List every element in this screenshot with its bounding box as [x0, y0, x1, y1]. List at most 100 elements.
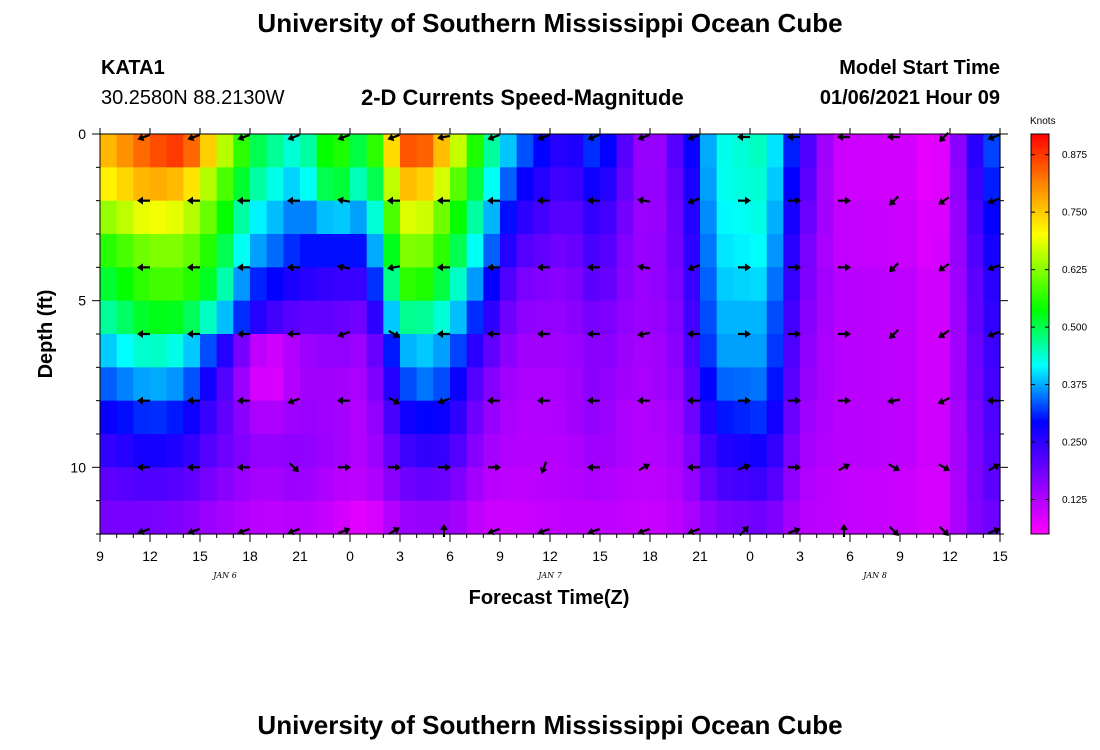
colorbar-tick-label: 0.250	[1062, 438, 1087, 449]
heatmap-cell	[400, 234, 418, 268]
current-vector-arrow	[437, 133, 451, 142]
current-vector-arrow	[838, 396, 851, 405]
heatmap-cell	[716, 500, 734, 535]
heatmap-cell	[150, 167, 168, 202]
heatmap-cell	[683, 134, 701, 168]
arrow-head	[687, 396, 693, 405]
arrow-head	[287, 133, 295, 142]
heatmap-cell	[933, 234, 951, 268]
heatmap-cell	[666, 267, 684, 302]
current-vector-arrow	[637, 330, 651, 339]
heatmap-cell	[600, 200, 618, 235]
heatmap-cell	[433, 434, 451, 468]
arrow-head	[938, 197, 946, 205]
heatmap-cell	[416, 267, 434, 302]
heatmap-cell	[550, 300, 568, 335]
arrow-head	[437, 397, 445, 405]
heatmap-cell	[483, 367, 501, 402]
heatmap-cell	[283, 334, 301, 368]
heatmap-cell	[816, 334, 834, 368]
arrow-head	[337, 330, 345, 339]
heatmap-cell	[650, 267, 668, 302]
heatmap-cell	[500, 234, 518, 268]
heatmap-cell	[300, 300, 318, 335]
arrow-head	[345, 463, 351, 472]
current-vector-arrow	[587, 463, 600, 472]
arrow-head	[392, 331, 401, 338]
heatmap-cell	[533, 167, 551, 202]
heatmap-cell	[316, 434, 334, 468]
heatmap-cell	[866, 434, 884, 468]
heatmap-cell	[266, 134, 284, 168]
current-vector-arrow	[937, 397, 950, 405]
heatmap-cell	[266, 367, 284, 402]
heatmap-cell	[300, 267, 318, 302]
heatmap-cell	[316, 134, 334, 168]
current-vector-arrow	[137, 527, 151, 536]
heatmap-cell	[900, 267, 918, 302]
heatmap-cell	[750, 467, 768, 502]
heatmap-cell	[100, 434, 118, 468]
heatmap-cell	[616, 134, 634, 168]
current-vector-arrow	[287, 196, 300, 205]
heatmap-cell	[466, 500, 484, 535]
heatmap-cell	[300, 234, 318, 268]
heatmap-cell	[500, 500, 518, 535]
heatmap-cell	[550, 434, 568, 468]
heatmap-cell	[250, 434, 268, 468]
heatmap-cell	[700, 434, 718, 468]
arrow-head	[845, 196, 851, 205]
heatmap-cell	[316, 467, 334, 502]
heatmap-cell	[700, 334, 718, 368]
current-vector-arrow	[237, 196, 250, 205]
heatmap-cell	[950, 267, 968, 302]
heatmap-cell	[866, 200, 884, 235]
heatmap-cell	[533, 200, 551, 235]
heatmap-cell	[800, 234, 818, 268]
arrow-head	[437, 196, 443, 205]
heatmap-cell	[700, 267, 718, 302]
heatmap-cell	[216, 500, 234, 535]
heatmap-cell	[833, 234, 851, 268]
heatmap-cell	[133, 300, 151, 335]
current-vector-arrow	[887, 133, 900, 141]
heatmap-cell	[700, 300, 718, 335]
heatmap-cell	[166, 134, 184, 168]
heatmap-cell	[550, 200, 568, 235]
arrow-head	[587, 396, 593, 405]
current-vector-arrow	[237, 133, 251, 142]
heatmap-cell	[883, 167, 901, 202]
heatmap-cell	[600, 434, 618, 468]
heatmap-cell	[633, 267, 651, 302]
heatmap-cell	[783, 467, 801, 502]
current-vector-arrow	[738, 263, 751, 272]
heatmap-cell	[183, 234, 201, 268]
current-vector-arrow	[287, 330, 300, 338]
heatmap-cell	[500, 367, 518, 402]
arrow-head	[687, 263, 695, 272]
heatmap-cell	[716, 367, 734, 402]
heatmap-cell	[433, 400, 451, 435]
heatmap-cell	[500, 134, 518, 168]
heatmap-cell	[316, 167, 334, 202]
x-tick-label: 15	[992, 548, 1008, 564]
heatmap-cell	[700, 367, 718, 402]
heatmap-cell	[183, 467, 201, 502]
heatmap-cell	[150, 400, 168, 435]
heatmap-cell	[616, 467, 634, 502]
heatmap-cell	[866, 267, 884, 302]
heatmap-cell	[616, 400, 634, 435]
arrow-head	[287, 527, 295, 536]
heatmap-cell	[666, 300, 684, 335]
current-vector-arrow	[687, 330, 700, 338]
heatmap-cell	[800, 334, 818, 368]
heatmap-cell	[850, 334, 868, 368]
arrow-head	[642, 463, 651, 471]
heatmap-cell	[933, 134, 951, 168]
heatmap-cell	[650, 467, 668, 502]
heatmap-cell	[100, 200, 118, 235]
x-tick-label: 18	[242, 548, 258, 564]
arrow-head	[537, 396, 543, 405]
heatmap-cell	[433, 467, 451, 502]
x-tick-label: 9	[96, 548, 104, 564]
